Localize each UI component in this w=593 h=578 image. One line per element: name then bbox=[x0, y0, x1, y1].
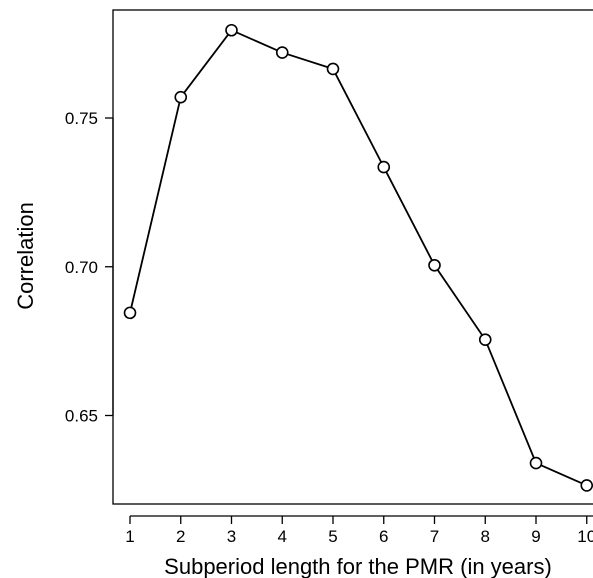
y-tick-label: 0.70 bbox=[65, 258, 98, 277]
x-tick-label: 3 bbox=[227, 527, 236, 546]
x-tick-label: 10 bbox=[577, 527, 593, 546]
x-tick-label: 5 bbox=[328, 527, 337, 546]
data-point bbox=[275, 46, 289, 59]
data-points bbox=[123, 23, 593, 492]
data-point bbox=[580, 479, 593, 492]
data-point bbox=[478, 333, 492, 346]
x-tick-label: 4 bbox=[278, 527, 287, 546]
x-tick-label: 6 bbox=[379, 527, 388, 546]
data-point bbox=[225, 23, 238, 37]
series-line bbox=[129, 29, 588, 487]
data-point bbox=[377, 160, 391, 174]
x-tick-label: 2 bbox=[176, 527, 185, 546]
x-tick-label: 8 bbox=[481, 527, 490, 546]
plot-frame bbox=[112, 9, 593, 505]
x-tick-label: 7 bbox=[430, 527, 439, 546]
y-tick-label: 0.75 bbox=[65, 109, 98, 128]
data-point bbox=[428, 258, 441, 272]
data-point bbox=[326, 62, 340, 76]
x-tick-label: 1 bbox=[125, 527, 134, 546]
data-point bbox=[529, 456, 543, 470]
x-axis: 1 2 3 4 5 6 7 8 9 10 bbox=[125, 515, 593, 546]
x-axis-title: Subperiod length for the PMR (in years) bbox=[164, 554, 552, 578]
y-axis: 0.65 0.70 0.75 bbox=[65, 109, 114, 426]
y-axis-title: Correlation bbox=[13, 202, 38, 310]
x-tick-label: 9 bbox=[531, 527, 540, 546]
data-point bbox=[123, 306, 137, 320]
y-tick-label: 0.65 bbox=[65, 407, 98, 426]
data-point bbox=[174, 90, 188, 104]
